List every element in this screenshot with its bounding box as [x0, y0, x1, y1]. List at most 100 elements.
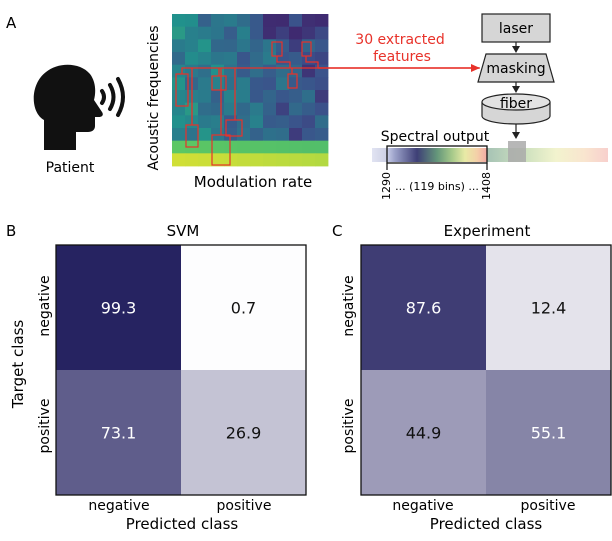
heatmap-cell: [289, 90, 303, 104]
heatmap-cell: [315, 115, 329, 129]
heatmap-cell: [198, 64, 212, 78]
heatmap-cell: [263, 153, 277, 167]
heatmap-cell: [250, 52, 264, 66]
heatmap-cell: [250, 102, 264, 116]
experiment-title: Experiment: [444, 222, 531, 240]
heatmap-cell: [224, 26, 238, 40]
cm-cell-negative-positive: [181, 245, 306, 370]
heatmap-cell: [263, 90, 277, 104]
heatmap-cell: [198, 39, 212, 53]
heatmap-cell: [185, 39, 199, 53]
heatmap-cell: [198, 26, 212, 40]
cm-value-negative-positive: 12.4: [531, 299, 567, 318]
heatmap-cell: [172, 90, 186, 104]
heatmap-cell: [315, 128, 329, 142]
heatmap-cell: [185, 52, 199, 66]
patient-head-icon: [33, 64, 103, 150]
heatmap-cell: [172, 102, 186, 116]
heatmap-cell: [237, 115, 251, 129]
heatmap-cell: [237, 64, 251, 78]
tick-start-label: 1290: [380, 172, 393, 200]
heatmap-cell: [263, 26, 277, 40]
heatmap-cell: [224, 153, 238, 167]
laser-label: laser: [499, 21, 533, 37]
heatmap-cell: [237, 14, 251, 28]
heatmap-cell: [250, 64, 264, 78]
heatmap-cell: [224, 39, 238, 53]
heatmap-cell: [289, 52, 303, 66]
heatmap-cell: [224, 14, 238, 28]
spectral-title: Spectral output: [381, 129, 490, 145]
heatmap-cell: [302, 52, 316, 66]
heatmap-cell: [250, 77, 264, 91]
heatmap-cell: [224, 102, 238, 116]
heatmap-cell: [198, 102, 212, 116]
heatmap-cell: [198, 140, 212, 154]
heatmap-cell: [224, 77, 238, 91]
heatmap-cell: [211, 153, 225, 167]
heatmap-cell: [211, 26, 225, 40]
cm-value-negative-negative: 99.3: [101, 299, 137, 318]
heatmap-cell: [172, 52, 186, 66]
cm-value-positive-negative: 44.9: [406, 424, 442, 443]
heatmap-cell: [276, 115, 290, 129]
heatmap-cell: [289, 14, 303, 28]
modulation-xlabel: Modulation rate: [194, 173, 312, 191]
heatmap-cell: [224, 52, 238, 66]
sound-waves-icon: [100, 77, 125, 117]
svm-col-label-positive: positive: [217, 498, 272, 514]
heatmap-cell: [302, 26, 316, 40]
fiber-label: fiber: [500, 96, 532, 112]
heatmap-cell: [198, 153, 212, 167]
heatmap-cell: [172, 153, 186, 167]
svm-row-label-positive: positive: [37, 399, 53, 454]
heatmap-cell: [302, 115, 316, 129]
heatmap-cell: [250, 128, 264, 142]
svm-ylabel: Target class: [9, 320, 27, 410]
fiber-cylinder: [481, 93, 551, 125]
heatmap-cell: [250, 115, 264, 129]
cm-value-negative-positive: 0.7: [231, 299, 256, 318]
heatmap-cell: [211, 115, 225, 129]
cm-value-negative-negative: 87.6: [406, 299, 442, 318]
heatmap-cell: [185, 14, 199, 28]
heatmap-cell: [302, 90, 316, 104]
heatmap-cell: [250, 26, 264, 40]
heatmap-cell: [276, 102, 290, 116]
heatmap-cell: [263, 14, 277, 28]
heatmap-cell: [315, 64, 329, 78]
heatmap-cell: [315, 52, 329, 66]
heatmap-cell: [237, 102, 251, 116]
heatmap-cell: [263, 115, 277, 129]
heatmap-cell: [211, 102, 225, 116]
heatmap-cell: [289, 39, 303, 53]
heatmap-cell: [237, 26, 251, 40]
fiber-output-spot: [508, 141, 526, 162]
heatmap-cell: [172, 77, 186, 91]
heatmap-cell: [263, 64, 277, 78]
heatmap-cell: [198, 14, 212, 28]
heatmap-cell: [185, 153, 199, 167]
cm-cell-positive-positive: [486, 370, 611, 495]
heatmap-cell: [263, 140, 277, 154]
heatmap-cell: [276, 90, 290, 104]
experiment-col-label-negative: negative: [392, 498, 453, 514]
acoustic-heatmap: [172, 14, 329, 167]
cm-cell-negative-negative: [56, 245, 181, 370]
cm-frame: [55, 244, 307, 496]
experiment-confusion-matrix: 87.6 12.4 44.9 55.1: [360, 244, 612, 496]
heatmap-cell: [185, 128, 199, 142]
heatmap-cell: [250, 14, 264, 28]
heatmap-cell: [289, 128, 303, 142]
heatmap-cell: [211, 14, 225, 28]
heatmap-cell: [289, 77, 303, 91]
heatmap-cell: [237, 128, 251, 142]
bins-label: ... (119 bins) ...: [395, 180, 479, 193]
heatmap-cell: [172, 128, 186, 142]
tick-end-label: 1408: [480, 172, 493, 200]
annotation-line2: features: [373, 49, 431, 65]
panel-c-label: C: [332, 222, 342, 240]
cm-value-positive-positive: 26.9: [226, 424, 262, 443]
